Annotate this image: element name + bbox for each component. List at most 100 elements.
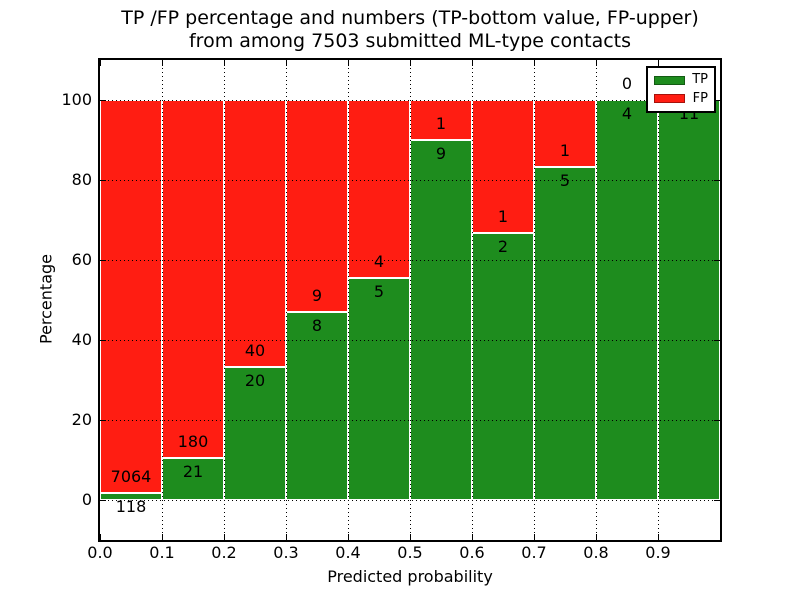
- y-tick-label-20: 20: [71, 410, 92, 429]
- gridline-x-0.2: [224, 60, 225, 540]
- tick-y-right-20: [714, 420, 720, 421]
- tick-y-right-0: [714, 500, 720, 501]
- tick-y-left-80: [100, 180, 106, 181]
- chart-title-line1: TP /FP percentage and numbers (TP-bottom…: [121, 7, 699, 29]
- bar-fp-0.1-0.2: [162, 100, 224, 459]
- bar-fp-0.3-0.4: [286, 100, 348, 312]
- label-tp-count-0.3-0.4: 8: [311, 315, 323, 335]
- tick-x-bottom-0.2: [224, 534, 225, 540]
- label-fp-count-0.3-0.4: 9: [311, 285, 323, 305]
- gridline-x-0.9: [658, 60, 659, 540]
- y-tick-label-80: 80: [71, 170, 92, 189]
- label-tp-count-0.2-0.3: 20: [244, 370, 266, 390]
- tick-x-top-0.5: [410, 60, 411, 66]
- label-tp-count-0.6-0.7: 2: [497, 237, 509, 257]
- chart-title-line2: from among 7503 submitted ML-type contac…: [188, 30, 632, 52]
- tick-x-bottom-0.8: [596, 534, 597, 540]
- label-tp-count-0.8-0.9: 4: [621, 104, 633, 123]
- gridline-x-0.6: [472, 60, 473, 540]
- tick-y-left-60: [100, 260, 106, 261]
- x-tick-label-0.8: 0.8: [583, 543, 609, 562]
- label-fp-count-0.2-0.3: 40: [244, 340, 266, 360]
- x-tick-label-0.0: 0.0: [87, 543, 113, 562]
- tick-y-left-100: [100, 100, 106, 101]
- label-tp-count-0.0-0.1: 118: [115, 497, 147, 517]
- bar-tp-0.6-0.7: [472, 233, 534, 500]
- x-tick-label-0.7: 0.7: [521, 543, 547, 562]
- bar-tp-0.8-0.9: [596, 100, 658, 500]
- tick-x-top-0.4: [348, 60, 349, 66]
- legend-label-fp: FP: [692, 90, 708, 106]
- x-tick-label-0.3: 0.3: [273, 543, 299, 562]
- bar-fp-0.6-0.7: [472, 100, 534, 234]
- tick-y-right-60: [714, 260, 720, 261]
- plot-area: TP FP 1187064211802040895491215140110: [98, 58, 722, 542]
- gridline-x-0.5: [410, 60, 411, 540]
- bar-fp-0.0-0.1: [100, 100, 162, 494]
- bar-tp-0.4-0.5: [348, 277, 410, 500]
- tick-x-top-0.0: [100, 60, 101, 66]
- legend-swatch-fp: [654, 94, 685, 104]
- tick-y-left-0: [100, 500, 106, 501]
- x-tick-label-0.2: 0.2: [211, 543, 237, 562]
- gridline-y-40: [100, 340, 720, 341]
- bar-fp-0.2-0.3: [224, 100, 286, 367]
- gridline-x-0.8: [596, 60, 597, 540]
- y-tick-label-40: 40: [71, 330, 92, 349]
- x-tick-label-0.6: 0.6: [459, 543, 485, 562]
- gridline-x-0.4: [348, 60, 349, 540]
- gridline-y-20: [100, 420, 720, 421]
- legend-item-tp: TP: [654, 73, 708, 87]
- legend-label-tp: TP: [692, 72, 708, 88]
- tick-x-top-0.3: [286, 60, 287, 66]
- gridline-y-100: [100, 100, 720, 101]
- tick-x-bottom-0.1: [162, 534, 163, 540]
- x-tick-label-0.9: 0.9: [645, 543, 671, 562]
- tick-x-bottom-0.0: [100, 534, 101, 540]
- y-tick-label-60: 60: [71, 250, 92, 269]
- y-tick-label-100: 100: [61, 90, 92, 109]
- tick-x-bottom-0.5: [410, 534, 411, 540]
- tick-y-right-100: [714, 100, 720, 101]
- tick-x-bottom-0.6: [472, 534, 473, 540]
- label-fp-count-0.6-0.7: 1: [497, 207, 509, 227]
- label-tp-count-0.7-0.8: 5: [559, 170, 571, 190]
- bar-tp-0.0-0.1: [100, 493, 162, 500]
- tick-x-bottom-0.9: [658, 534, 659, 540]
- bar-tp-0.9-1.0: [658, 100, 720, 500]
- x-tick-label-0.4: 0.4: [335, 543, 361, 562]
- tick-x-bottom-0.7: [534, 534, 535, 540]
- bar-fp-0.7-0.8: [534, 100, 596, 167]
- tick-x-bottom-0.4: [348, 534, 349, 540]
- x-axis-label: Predicted probability: [327, 567, 493, 586]
- gridline-y-0: [100, 500, 720, 501]
- label-fp-count-0.4-0.5: 4: [373, 251, 385, 271]
- gridline-y-60: [100, 260, 720, 261]
- tick-x-bottom-0.3: [286, 534, 287, 540]
- tick-y-left-40: [100, 340, 106, 341]
- tick-x-top-0.8: [596, 60, 597, 66]
- tick-x-top-0.9: [658, 60, 659, 66]
- legend-swatch-tp: [654, 75, 685, 85]
- tick-y-right-80: [714, 180, 720, 181]
- label-fp-count-0.5-0.6: 1: [435, 114, 447, 133]
- label-fp-count-0.1-0.2: 180: [177, 432, 209, 452]
- label-fp-count-0.0-0.1: 7064: [110, 467, 152, 487]
- x-tick-label-0.5: 0.5: [397, 543, 423, 562]
- gridline-x-0.7: [534, 60, 535, 540]
- gridline-x-0.1: [162, 60, 163, 540]
- bar-tp-0.7-0.8: [534, 166, 596, 500]
- tick-y-left-20: [100, 420, 106, 421]
- tick-x-top-0.6: [472, 60, 473, 66]
- label-fp-count-0.8-0.9: 0: [621, 74, 633, 93]
- gridline-y-80: [100, 180, 720, 181]
- bar-tp-0.5-0.6: [410, 140, 472, 500]
- legend-item-fp: FP: [654, 90, 708, 106]
- tick-x-top-0.1: [162, 60, 163, 66]
- x-tick-label-0.1: 0.1: [149, 543, 175, 562]
- bar-tp-0.1-0.2: [162, 458, 224, 500]
- bar-tp-0.3-0.4: [286, 311, 348, 500]
- tick-x-top-0.7: [534, 60, 535, 66]
- label-tp-count-0.5-0.6: 9: [435, 144, 447, 163]
